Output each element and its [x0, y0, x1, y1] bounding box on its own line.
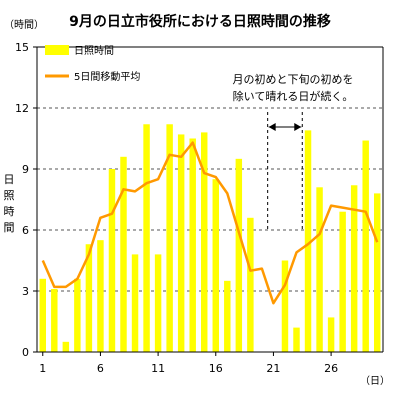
- y-axis-label: 日照時間: [4, 173, 15, 234]
- x-tick-labels: 1 6 11 16 21 26: [39, 362, 338, 375]
- bar-day-2: [51, 288, 58, 352]
- bar-day-30: [374, 193, 381, 352]
- y-tick-labels: 0 3 6 9 12 15: [15, 41, 29, 359]
- bar-day-27: [339, 211, 346, 352]
- bar-day-12: [166, 124, 173, 353]
- bar-day-7: [108, 169, 116, 352]
- bar-day-23: [293, 327, 300, 352]
- bar-day-29: [362, 140, 369, 352]
- bar-day-24: [304, 130, 312, 352]
- y-axis-label-char-3: 間: [4, 221, 15, 234]
- x-tick-label-3: 16: [209, 362, 223, 375]
- y-axis-label-char-1: 照: [4, 189, 15, 202]
- bar-day-14: [189, 138, 196, 352]
- bar-day-17: [224, 280, 231, 352]
- bar-day-8: [120, 156, 127, 352]
- x-tick-label-1: 6: [97, 362, 104, 375]
- bar-day-10: [143, 124, 150, 353]
- bar-day-4: [74, 278, 81, 352]
- y-tick-label-3: 9: [22, 163, 29, 176]
- x-axis-unit: （日）: [360, 375, 390, 387]
- legend-label-line: 5日間移動平均: [74, 70, 140, 83]
- moving-average-line: [41, 141, 379, 305]
- annotation-line-1: 月の初めと下旬の初めを: [233, 72, 354, 86]
- bar-day-18: [235, 158, 243, 352]
- legend-swatch-bar: [45, 45, 69, 55]
- bar-day-26: [327, 317, 335, 352]
- x-tick-label-5: 26: [324, 362, 338, 375]
- y-tick-label-0: 0: [22, 346, 29, 359]
- bar-day-9: [131, 254, 139, 352]
- y-tick-label-5: 15: [15, 41, 29, 54]
- bar-day-13: [177, 134, 185, 352]
- legend-label-bar: 日照時間: [74, 45, 114, 57]
- x-tick-label-0: 1: [39, 362, 46, 375]
- bar-day-28: [350, 185, 358, 352]
- bar-day-16: [212, 179, 219, 352]
- bar-day-25: [316, 187, 323, 352]
- x-tick-label-4: 21: [266, 362, 280, 375]
- axes: [33, 46, 384, 356]
- bracket-arrow-left-head: [268, 123, 276, 131]
- y-tick-label-2: 6: [22, 224, 29, 237]
- bar-day-11: [154, 254, 162, 352]
- annotation: 月の初めと下旬の初めを 除いて晴れる日が続く。: [233, 72, 354, 232]
- y-tick-label-4: 12: [15, 102, 29, 115]
- y-axis-label-char-0: 日: [4, 173, 15, 186]
- bar-day-22: [281, 260, 289, 352]
- bar-day-5: [85, 244, 93, 352]
- annotation-bracket: [267, 112, 303, 232]
- chart-title: 9月の日立市役所における日照時間の推移: [69, 13, 331, 30]
- y-axis-label-char-2: 時: [4, 205, 15, 218]
- y-tick-label-1: 3: [22, 285, 29, 298]
- bar-day-19: [247, 217, 254, 352]
- bar-day-15: [201, 132, 208, 352]
- line-series: [41, 141, 379, 305]
- bar-series: [39, 124, 381, 353]
- grid: [37, 107, 383, 292]
- annotation-line-2: 除いて晴れる日が続く。: [233, 89, 354, 103]
- bar-day-6: [97, 240, 104, 352]
- bar-day-3: [62, 341, 70, 352]
- bracket-arrow-right-head: [294, 123, 302, 131]
- y-axis-unit: （時間）: [4, 19, 44, 31]
- bar-day-1: [39, 278, 46, 352]
- x-tick-label-2: 11: [151, 362, 165, 375]
- legend: 日照時間 5日間移動平均: [45, 45, 140, 83]
